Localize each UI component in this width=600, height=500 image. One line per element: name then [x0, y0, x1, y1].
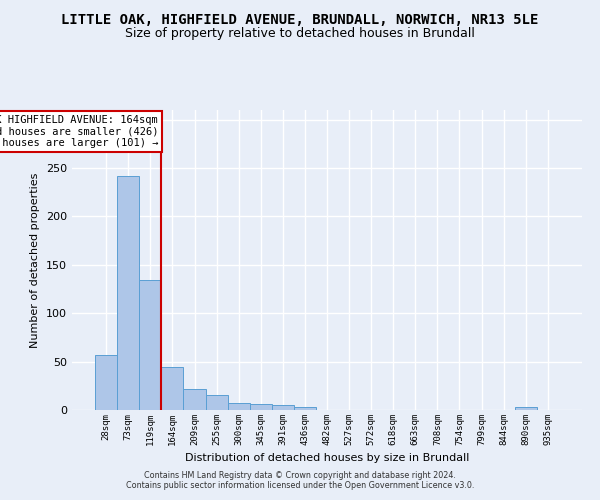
Text: Contains HM Land Registry data © Crown copyright and database right 2024.
Contai: Contains HM Land Registry data © Crown c… — [126, 470, 474, 490]
Text: Size of property relative to detached houses in Brundall: Size of property relative to detached ho… — [125, 28, 475, 40]
Bar — [250, 404, 272, 410]
Text: LITTLE OAK HIGHFIELD AVENUE: 164sqm
← 81% of detached houses are smaller (426)
1: LITTLE OAK HIGHFIELD AVENUE: 164sqm ← 81… — [0, 115, 158, 148]
Bar — [272, 405, 294, 410]
Bar — [139, 280, 161, 410]
Bar — [161, 368, 184, 410]
Bar — [117, 176, 139, 410]
Y-axis label: Number of detached properties: Number of detached properties — [31, 172, 40, 348]
Bar — [184, 388, 206, 410]
Bar — [95, 355, 117, 410]
Bar — [206, 394, 227, 410]
Text: LITTLE OAK, HIGHFIELD AVENUE, BRUNDALL, NORWICH, NR13 5LE: LITTLE OAK, HIGHFIELD AVENUE, BRUNDALL, … — [61, 12, 539, 26]
X-axis label: Distribution of detached houses by size in Brundall: Distribution of detached houses by size … — [185, 454, 469, 464]
Bar — [515, 407, 537, 410]
Bar — [227, 403, 250, 410]
Bar — [294, 407, 316, 410]
